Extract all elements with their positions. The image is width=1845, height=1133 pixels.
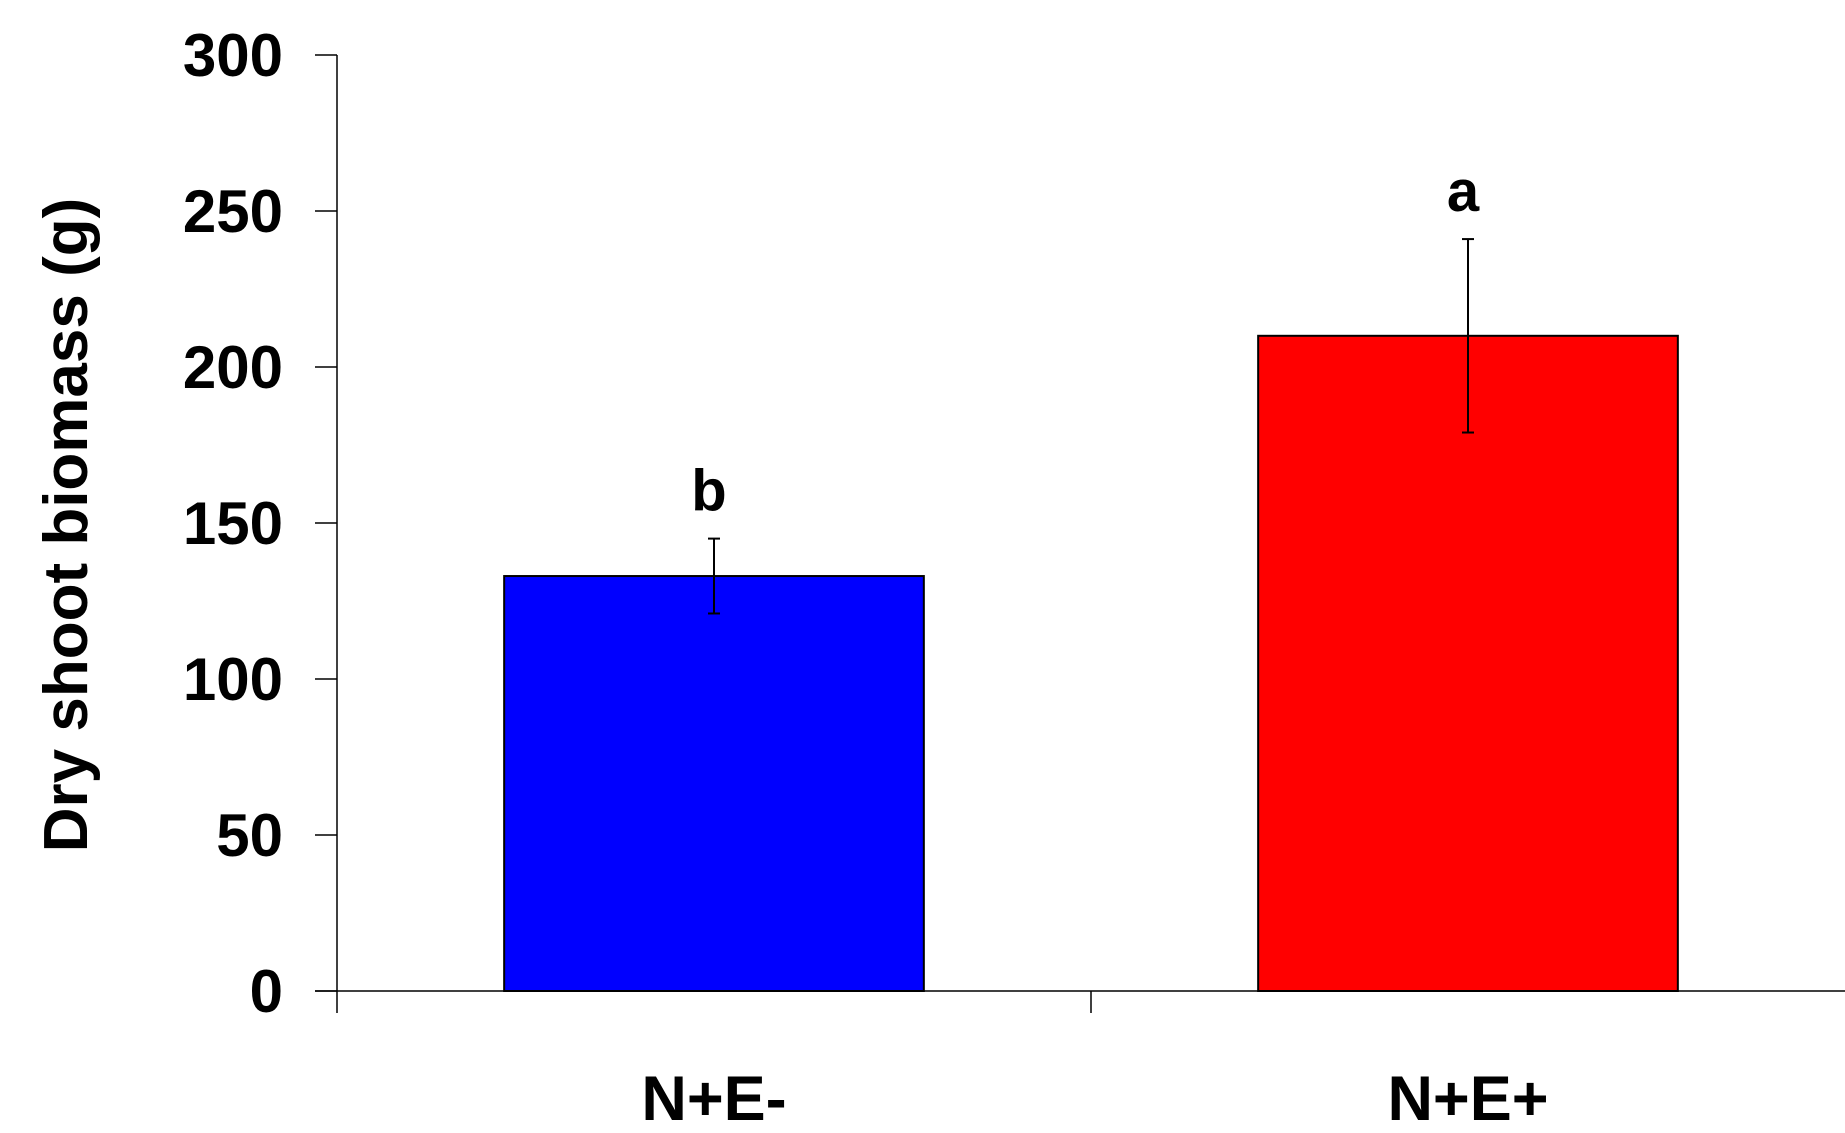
bar	[503, 575, 925, 992]
error-bars	[708, 238, 1474, 615]
x-category-label: N+E+	[1387, 1064, 1548, 1133]
y-axis-ticks: 0 50 100 150 200 250 300	[183, 22, 337, 1025]
y-tick-label: 200	[183, 334, 283, 401]
y-tick-label: 50	[216, 802, 283, 869]
y-tick-label: 0	[250, 958, 283, 1025]
significance-labels: ba	[691, 159, 1480, 524]
bar	[1257, 334, 1679, 992]
y-tick-label: 100	[183, 646, 283, 713]
significance-label: b	[691, 459, 726, 524]
y-axis-title: Dry shoot biomass (g)	[32, 198, 101, 853]
y-tick-label: 150	[183, 490, 283, 557]
y-tick-label: 300	[183, 22, 283, 89]
x-axis-categories: N+E- N+E+	[641, 1064, 1548, 1133]
bars	[503, 334, 1679, 992]
y-tick-label: 250	[183, 178, 283, 245]
x-category-label: N+E-	[641, 1064, 786, 1133]
significance-label: a	[1447, 159, 1480, 224]
